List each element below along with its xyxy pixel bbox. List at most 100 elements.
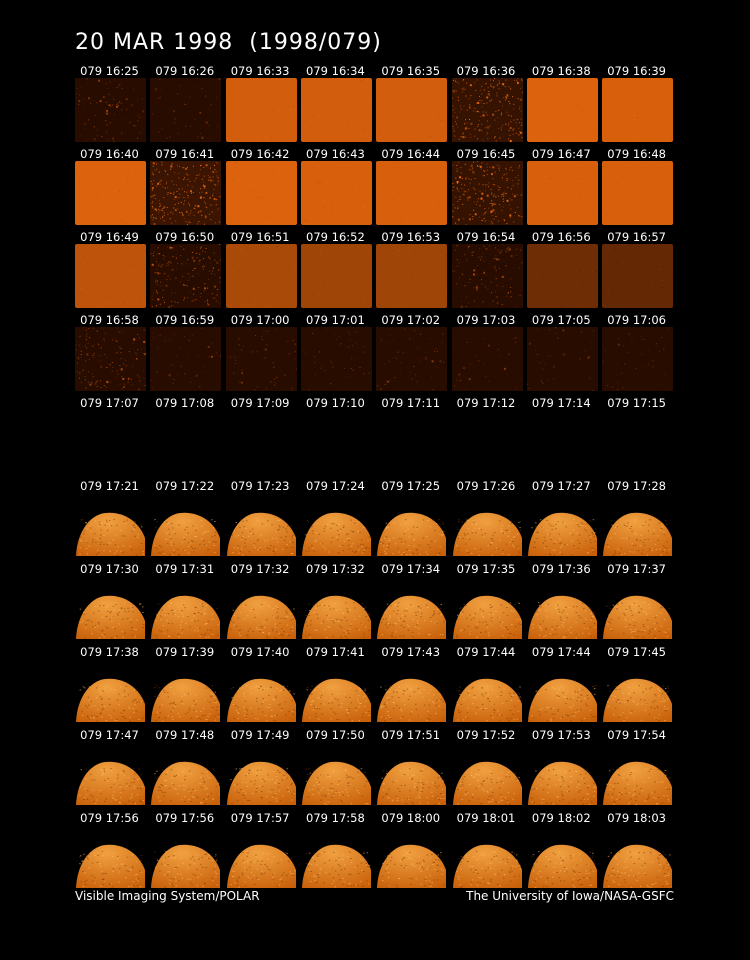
image-cell[interactable]: 079 16:38 — [524, 62, 599, 145]
image-cell[interactable]: 079 16:26 — [147, 62, 222, 145]
image-cell[interactable]: 079 17:32 — [298, 560, 373, 643]
image-cell[interactable]: 079 16:40 — [72, 145, 147, 228]
footer-credit-institution: The University of Iowa/NASA-GSFC — [466, 889, 674, 903]
frame-image — [451, 410, 523, 474]
image-cell[interactable]: 079 17:01 — [298, 311, 373, 394]
image-cell[interactable]: 079 17:56 — [147, 809, 222, 892]
image-cell[interactable]: 079 16:45 — [449, 145, 524, 228]
frame-image — [75, 659, 146, 723]
image-cell[interactable]: 079 16:52 — [298, 228, 373, 311]
frame-image — [376, 576, 447, 640]
image-cell[interactable]: 079 17:27 — [524, 477, 599, 560]
frame-timestamp: 079 17:06 — [607, 313, 666, 327]
image-cell[interactable]: 079 16:51 — [223, 228, 298, 311]
image-cell[interactable]: 079 17:43 — [373, 643, 448, 726]
image-cell[interactable]: 079 17:21 — [72, 477, 147, 560]
frame-timestamp: 079 17:38 — [80, 645, 139, 659]
image-cell[interactable]: 079 17:56 — [72, 809, 147, 892]
image-cell[interactable]: 079 16:35 — [373, 62, 448, 145]
frame-image — [602, 825, 673, 889]
frame-image — [376, 327, 448, 391]
image-cell[interactable]: 079 16:57 — [599, 228, 674, 311]
image-cell[interactable]: 079 16:34 — [298, 62, 373, 145]
image-cell[interactable]: 079 16:39 — [599, 62, 674, 145]
image-cell[interactable]: 079 17:09 — [223, 394, 298, 477]
footer-credit-instrument: Visible Imaging System/POLAR — [75, 889, 260, 903]
frame-timestamp: 079 17:45 — [607, 645, 666, 659]
frame-image — [451, 244, 523, 308]
frame-image — [150, 576, 221, 640]
frame-image — [527, 742, 598, 806]
image-cell[interactable]: 079 16:36 — [449, 62, 524, 145]
image-cell[interactable]: 079 17:22 — [147, 477, 222, 560]
image-cell[interactable]: 079 18:00 — [373, 809, 448, 892]
image-cell[interactable]: 079 18:03 — [599, 809, 674, 892]
image-cell[interactable]: 079 17:32 — [223, 560, 298, 643]
frame-timestamp: 079 17:57 — [230, 811, 290, 825]
image-cell[interactable]: 079 18:01 — [449, 809, 524, 892]
image-cell[interactable]: 079 16:53 — [373, 228, 448, 311]
frame-image — [452, 576, 523, 640]
image-cell[interactable]: 079 16:42 — [223, 145, 298, 228]
image-cell[interactable]: 079 17:44 — [524, 643, 599, 726]
image-cell[interactable]: 079 17:08 — [147, 394, 222, 477]
image-cell[interactable]: 079 17:47 — [72, 726, 147, 809]
image-cell[interactable]: 079 16:48 — [599, 145, 674, 228]
image-cell[interactable]: 079 17:25 — [373, 477, 448, 560]
image-cell[interactable]: 079 17:54 — [599, 726, 674, 809]
image-cell[interactable]: 079 17:14 — [524, 394, 599, 477]
image-cell[interactable]: 079 17:26 — [449, 477, 524, 560]
image-cell[interactable]: 079 17:24 — [298, 477, 373, 560]
image-cell[interactable]: 079 17:23 — [223, 477, 298, 560]
image-cell[interactable]: 079 17:35 — [449, 560, 524, 643]
image-cell[interactable]: 079 16:47 — [524, 145, 599, 228]
image-cell[interactable]: 079 17:00 — [223, 311, 298, 394]
image-cell[interactable]: 079 17:50 — [298, 726, 373, 809]
frame-timestamp: 079 17:22 — [155, 479, 215, 493]
image-cell[interactable]: 079 18:02 — [524, 809, 599, 892]
frame-image — [376, 493, 447, 557]
image-cell[interactable]: 079 17:30 — [72, 560, 147, 643]
image-cell[interactable]: 079 17:37 — [599, 560, 674, 643]
image-cell[interactable]: 079 16:43 — [298, 145, 373, 228]
image-cell[interactable]: 079 17:10 — [298, 394, 373, 477]
image-cell[interactable]: 079 17:52 — [449, 726, 524, 809]
image-cell[interactable]: 079 17:49 — [223, 726, 298, 809]
frame-image — [301, 576, 372, 640]
image-cell[interactable]: 079 17:53 — [524, 726, 599, 809]
image-cell[interactable]: 079 17:12 — [449, 394, 524, 477]
image-cell[interactable]: 079 17:41 — [298, 643, 373, 726]
frame-image — [376, 659, 447, 723]
image-cell[interactable]: 079 16:50 — [147, 228, 222, 311]
image-cell[interactable]: 079 16:25 — [72, 62, 147, 145]
image-cell[interactable]: 079 17:34 — [373, 560, 448, 643]
image-cell[interactable]: 079 16:49 — [72, 228, 147, 311]
image-cell[interactable]: 079 16:56 — [524, 228, 599, 311]
image-cell[interactable]: 079 17:45 — [599, 643, 674, 726]
image-cell[interactable]: 079 17:38 — [72, 643, 147, 726]
image-cell[interactable]: 079 17:31 — [147, 560, 222, 643]
image-cell[interactable]: 079 17:03 — [449, 311, 524, 394]
image-cell[interactable]: 079 17:02 — [373, 311, 448, 394]
image-cell[interactable]: 079 16:54 — [449, 228, 524, 311]
image-cell[interactable]: 079 17:11 — [373, 394, 448, 477]
image-cell[interactable]: 079 17:57 — [223, 809, 298, 892]
image-cell[interactable]: 079 17:51 — [373, 726, 448, 809]
image-cell[interactable]: 079 16:58 — [72, 311, 147, 394]
image-cell[interactable]: 079 17:39 — [147, 643, 222, 726]
image-cell[interactable]: 079 16:41 — [147, 145, 222, 228]
image-cell[interactable]: 079 17:15 — [599, 394, 674, 477]
image-cell[interactable]: 079 17:36 — [524, 560, 599, 643]
image-cell[interactable]: 079 16:33 — [223, 62, 298, 145]
image-cell[interactable]: 079 17:05 — [524, 311, 599, 394]
image-cell[interactable]: 079 17:07 — [72, 394, 147, 477]
image-cell[interactable]: 079 17:06 — [599, 311, 674, 394]
image-cell[interactable]: 079 17:44 — [449, 643, 524, 726]
image-cell[interactable]: 079 17:58 — [298, 809, 373, 892]
image-cell[interactable]: 079 16:59 — [147, 311, 222, 394]
image-cell[interactable]: 079 17:40 — [223, 643, 298, 726]
image-cell[interactable]: 079 17:28 — [599, 477, 674, 560]
image-cell[interactable]: 079 17:48 — [147, 726, 222, 809]
image-cell[interactable]: 079 16:44 — [373, 145, 448, 228]
frame-timestamp: 079 17:39 — [155, 645, 215, 659]
